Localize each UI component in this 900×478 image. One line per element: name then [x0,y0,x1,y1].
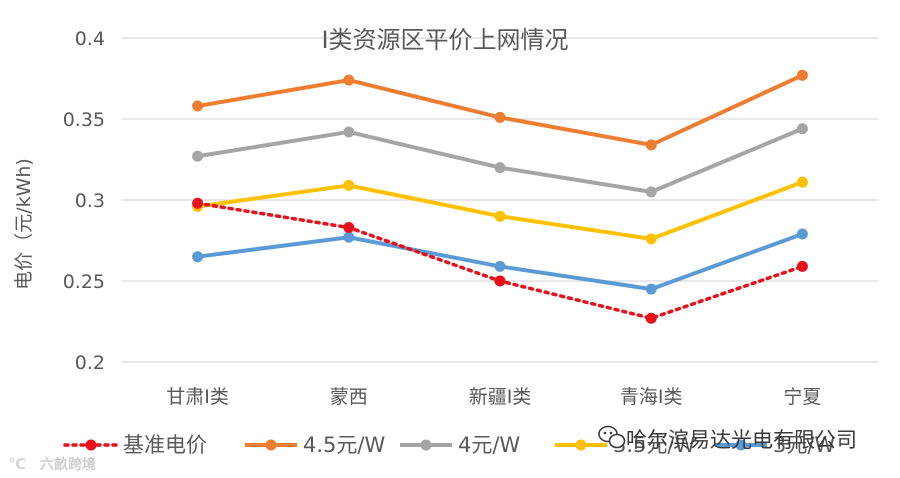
series-line [197,126,804,194]
data-point [343,74,355,86]
legend-label: 4元/W [458,433,520,457]
data-point [494,111,506,123]
corner-logo-icon: ℃ [8,455,26,473]
chart-title: I类资源区平价上网情况 [321,26,568,54]
corner-watermark-text: 六畝跨境 [40,456,96,473]
data-point [645,139,657,151]
legend-item: 3元/W [715,433,835,457]
legend-item: 3.5元/W [555,433,695,457]
legend: 基准电价 4.5元/W 4元/W 3.5元/W 3元/W [63,433,835,457]
series-0 [192,197,808,324]
data-point [645,283,657,295]
series-line [197,73,804,147]
series-2 [192,123,808,198]
x-axis-ticks: 甘肃I类 蒙西 新疆I类 青海I类 宁夏 [166,386,821,408]
data-point [796,123,808,135]
legend-marker [265,439,277,451]
y-tick-label: 0.25 [63,271,105,293]
data-point [343,231,355,243]
y-axis-ticks: 0.2 0.25 0.3 0.35 0.4 [63,28,105,374]
wechat-icon [598,425,626,449]
data-point [645,312,657,324]
data-point [192,251,204,263]
legend-marker [420,439,432,451]
data-point [192,197,204,209]
legend-marker [735,439,747,451]
x-tick-label: 宁夏 [783,386,821,408]
legend-item: 基准电价 [63,433,207,457]
legend-item: 4元/W [400,433,520,457]
y-axis-label: 电价（元/kWh) [13,158,35,290]
data-point [343,126,355,138]
legend-marker [85,439,97,451]
data-point [494,162,506,174]
series-1 [192,69,808,151]
y-tick-label: 0.2 [75,352,105,374]
data-point [494,275,506,287]
data-point [192,100,204,112]
data-point [343,222,355,234]
x-tick-label: 新疆I类 [469,386,532,408]
data-point [796,69,808,81]
legend-item: 4.5元/W [245,433,385,457]
legend-label: 3元/W [773,433,835,457]
x-tick-label: 甘肃I类 [166,386,229,408]
data-point [645,233,657,245]
legend-label: 基准电价 [123,433,207,457]
data-point [343,179,355,191]
y-tick-label: 0.3 [75,190,105,212]
y-tick-label: 0.35 [63,109,105,131]
data-point [796,176,808,188]
corner-watermark: ℃ 六畝跨境 [8,455,96,473]
x-tick-label: 蒙西 [330,386,368,408]
series-layer [192,69,808,324]
series-4 [192,228,808,295]
legend-label: 4.5元/W [303,433,385,457]
data-point [494,210,506,222]
y-tick-label: 0.4 [75,28,105,50]
series-3 [192,176,808,245]
data-point [494,260,506,272]
series-line [197,180,804,241]
data-point [645,186,657,198]
data-point [192,150,204,162]
x-tick-label: 青海I类 [620,386,683,408]
wechat-watermark: 哈尔滨易达光电有限公司 [598,425,857,452]
wechat-account-name: 哈尔滨易达光电有限公司 [626,428,857,452]
data-point [796,260,808,272]
data-point [796,228,808,240]
legend-marker [575,439,587,451]
legend-label: 3.5元/W [613,433,695,457]
